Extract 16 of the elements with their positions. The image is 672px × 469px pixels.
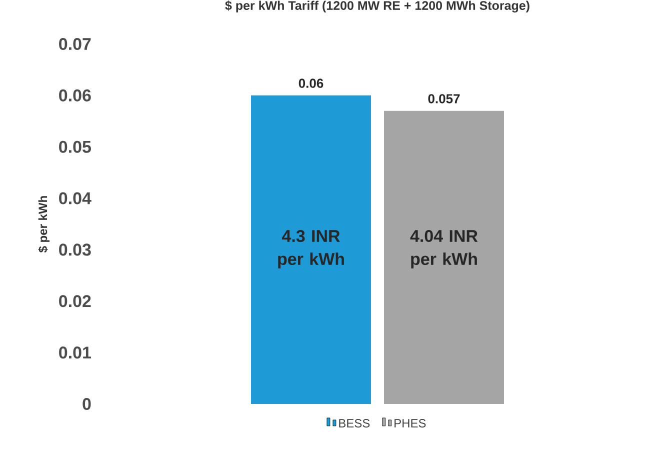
chart-title: $ per kWh Tariff (1200 MW RE + 1200 MWh Storage)	[225, 0, 530, 12]
y-tick-label: 0	[82, 398, 91, 410]
data-label: 0.06	[298, 78, 324, 88]
y-tick-label: 0.05	[59, 140, 91, 153]
annotation: 4.3 INR per kWh	[278, 230, 344, 268]
legend-label: BESS	[339, 419, 370, 428]
annotation: 4.04 INR per kWh	[410, 230, 478, 268]
data-label: 0.057	[428, 94, 460, 104]
y-tick-label: 0.01	[59, 346, 91, 359]
y-tick-label: 0.04	[59, 192, 92, 204]
y-tick-label: 0.03	[59, 244, 91, 256]
y-axis-title: $ per kWh	[38, 196, 50, 253]
legend-label: PHES	[394, 419, 426, 428]
y-tick-label: 0.07	[59, 38, 91, 50]
y-tick-label: 0.02	[59, 295, 91, 308]
y-tick-label: 0.06	[59, 89, 91, 102]
